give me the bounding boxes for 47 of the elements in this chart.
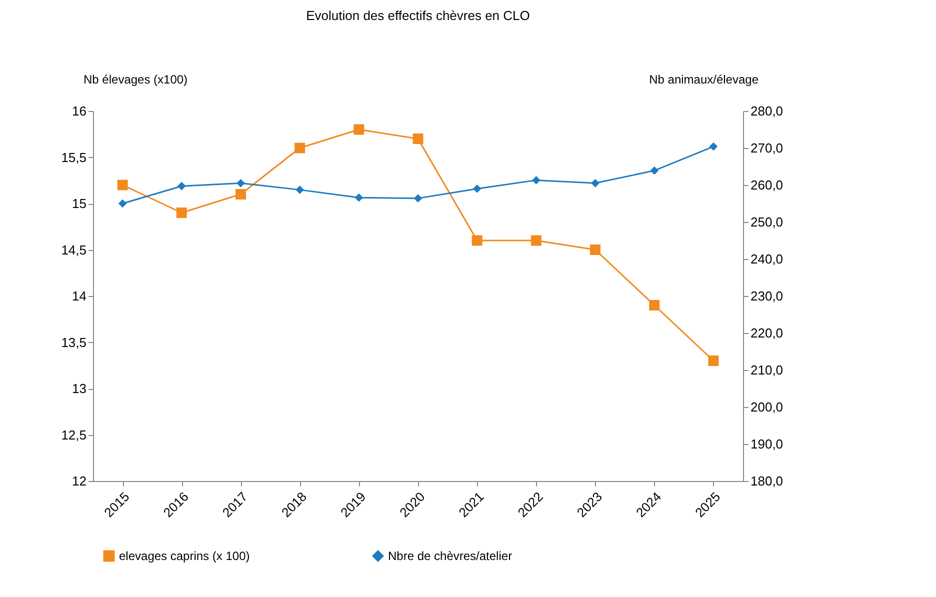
- y-tick-label: 13,5: [61, 334, 86, 350]
- point: [590, 244, 601, 255]
- y2-tick-label: 180,0: [750, 474, 784, 488]
- y2-tick-label: 270,0: [750, 140, 784, 156]
- y-tick-label: 14: [72, 288, 86, 304]
- y2-tick-label: 260,0: [750, 178, 784, 192]
- point: [472, 235, 482, 246]
- chart-title: Evolution des effectifs chèvres en CLO: [306, 8, 530, 23]
- point: [176, 208, 187, 218]
- point: [709, 142, 718, 151]
- point: [472, 184, 482, 193]
- y2-tick-label: 220,0: [750, 326, 784, 340]
- point: [235, 189, 246, 200]
- point: [117, 180, 128, 190]
- y2-tick-label: 230,0: [750, 288, 784, 304]
- point: [649, 300, 660, 310]
- point: [236, 178, 245, 188]
- y-tick-label: 15,5: [61, 150, 86, 165]
- y2-tick-label: 240,0: [750, 252, 784, 266]
- y2-axis-title: Nb animaux/élevage: [649, 72, 759, 86]
- point: [177, 182, 186, 190]
- y2-tick-label: 200,0: [750, 400, 784, 414]
- point: [414, 194, 422, 203]
- y-axis-title: Nb élevages (x100): [84, 72, 188, 86]
- y2-tick-label: 210,0: [750, 362, 784, 378]
- legend-label: elevages caprins (x 100): [119, 549, 250, 563]
- y-tick-label: 13: [72, 381, 86, 396]
- point: [296, 186, 304, 194]
- y-tick-label: 12: [72, 474, 86, 488]
- y2-tick-label: 190,0: [750, 436, 784, 452]
- y-tick-label: 14,5: [61, 242, 86, 258]
- point: [532, 176, 540, 184]
- y-tick-label: 12,5: [61, 427, 86, 442]
- y-tick-label: 16: [72, 104, 86, 118]
- point: [530, 235, 542, 246]
- point: [118, 199, 127, 208]
- y2-tick-label: 280,0: [750, 104, 784, 118]
- point: [591, 178, 600, 188]
- point: [294, 142, 306, 154]
- legend-label: Nbre de chèvres/atelier: [388, 549, 512, 563]
- y2-tick-label: 250,0: [750, 214, 784, 230]
- point: [412, 134, 424, 144]
- point: [708, 356, 719, 366]
- point: [354, 124, 364, 135]
- point: [354, 193, 364, 202]
- point: [650, 166, 659, 175]
- y-tick-label: 15: [72, 196, 86, 211]
